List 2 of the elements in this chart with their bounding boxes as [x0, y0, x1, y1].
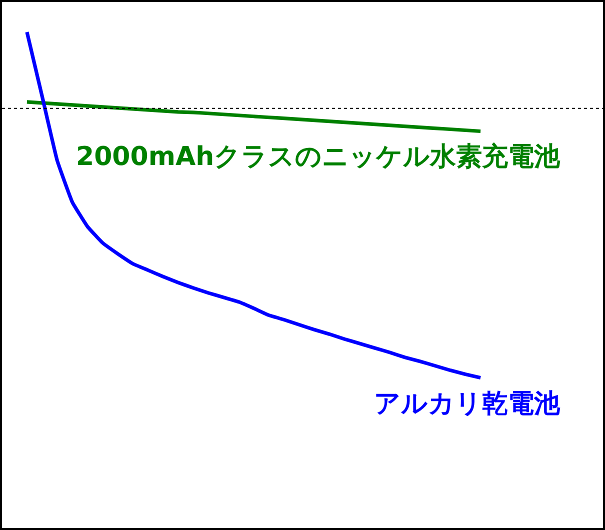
- series-label: アルカリ乾電池: [374, 389, 561, 419]
- series-label: 2000mAhクラスのニッケル水素充電池: [76, 142, 562, 172]
